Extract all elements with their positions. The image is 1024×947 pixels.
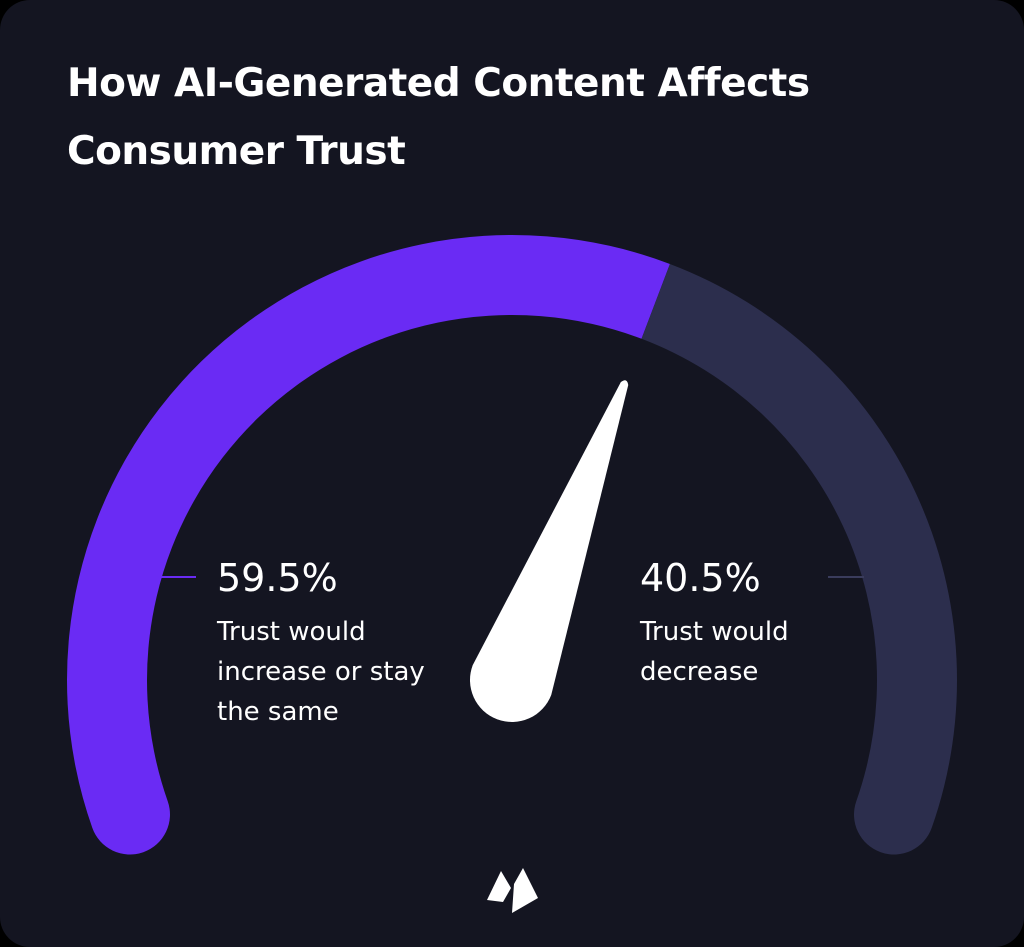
- category-label: Trust would decrease: [640, 617, 789, 687]
- chart-title: How AI-Generated Content Affects Consume…: [67, 61, 810, 174]
- value-label: 59.5%: [217, 556, 338, 600]
- gauge-segment: [67, 235, 670, 855]
- gauge-segment: [641, 263, 957, 855]
- value-label: 40.5%: [640, 556, 761, 600]
- category-label: Trust would increase or stay the same: [217, 617, 425, 727]
- needle: [470, 380, 629, 722]
- logo: [487, 868, 538, 913]
